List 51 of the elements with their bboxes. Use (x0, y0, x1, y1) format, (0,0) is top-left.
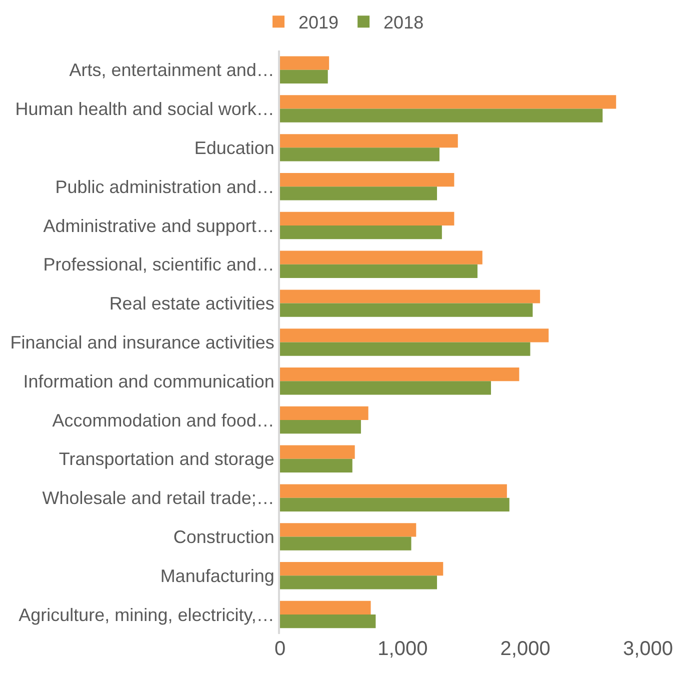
bar (280, 172, 454, 187)
y-tick-label: Public administration and… (55, 176, 274, 197)
bar (280, 70, 328, 84)
bar (280, 95, 616, 109)
bar (280, 614, 376, 628)
x-tick-label: 0 (274, 638, 286, 660)
bar (280, 484, 507, 498)
bar (280, 212, 454, 226)
y-tick-label: Education (194, 138, 274, 158)
bar (280, 498, 510, 512)
bar (280, 342, 530, 356)
y-tick-label: Agriculture, mining, electricity,… (18, 604, 274, 625)
bar (280, 536, 412, 550)
bar (280, 420, 361, 434)
bar (280, 523, 416, 537)
y-tick-label: Transportation and storage (58, 449, 274, 470)
y-tick-label: Wholesale and retail trade;… (42, 488, 274, 508)
y-tick-label: Administrative and support… (43, 216, 274, 236)
bar (280, 445, 355, 459)
y-tick-label: Information and communication (23, 371, 274, 392)
bar (280, 56, 330, 70)
bar (280, 264, 478, 278)
bar (280, 576, 438, 590)
bar (280, 108, 603, 122)
y-tick-label: Real estate activities (109, 294, 274, 314)
bar (280, 250, 482, 264)
bar (280, 134, 458, 148)
bar (280, 328, 549, 342)
bar (280, 290, 540, 304)
bar (280, 458, 352, 473)
bar (280, 368, 520, 382)
y-tick-label: Construction (173, 527, 274, 548)
y-tick-label: Financial and insurance activities (10, 332, 274, 353)
bar (280, 381, 491, 395)
y-tick-label: Human health and social work… (15, 99, 274, 120)
legend-label: 2018 (384, 12, 424, 33)
bar (280, 600, 371, 615)
x-tick-label: 2,000 (500, 638, 550, 660)
y-tick-label: Professional, scientific and… (43, 254, 274, 275)
bar (280, 406, 368, 420)
y-tick-label: Accommodation and food… (52, 410, 274, 430)
y-tick-label: Manufacturing (160, 566, 274, 586)
x-tick-label: 3,000 (622, 638, 674, 660)
bar (280, 562, 444, 576)
legend-label: 2019 (298, 12, 339, 33)
bar (280, 225, 442, 240)
bar (280, 148, 440, 162)
bar (280, 186, 438, 200)
x-tick-label: 1,000 (378, 638, 428, 660)
bar (280, 303, 533, 317)
y-tick-label: Arts, entertainment and… (69, 60, 274, 80)
